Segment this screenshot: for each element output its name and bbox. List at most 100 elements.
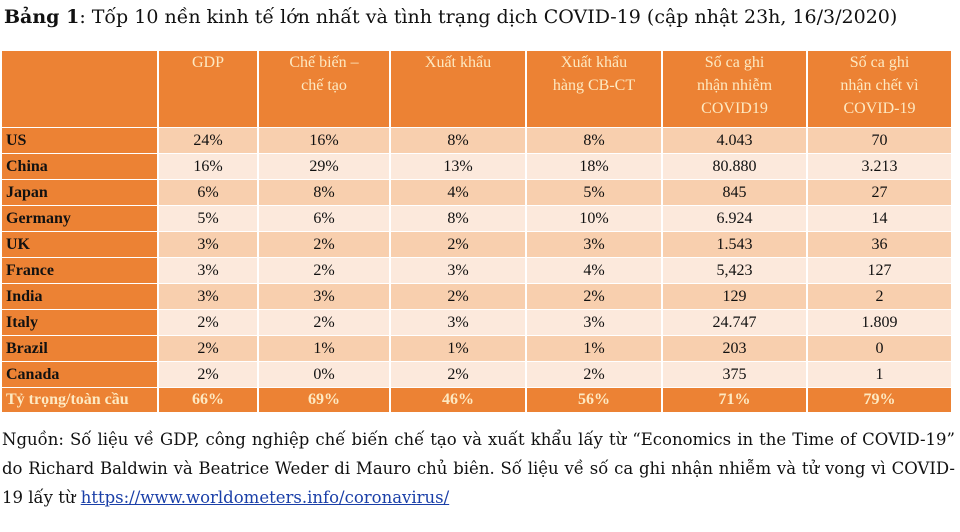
value-cell: 8% <box>258 179 391 206</box>
value-cell: 6% <box>158 179 259 206</box>
value-cell: 0 <box>807 335 953 362</box>
country-cell: Germany <box>2 205 159 232</box>
value-cell: 3% <box>526 231 663 258</box>
table-header-row: GDP Chế biến – chế tạo Xuất khẩu Xuất khẩu hà… <box>2 51 953 128</box>
value-cell: 80.880 <box>662 153 808 180</box>
table-row: Italy 2% 2% 3% 3% 24.747 1.809 <box>2 309 953 336</box>
value-cell: 16% <box>258 127 391 154</box>
value-cell: 1% <box>526 335 663 362</box>
country-cell: US <box>2 127 159 154</box>
source-text: Nguồn: Số liệu về GDP, công nghiệp chế b… <box>2 430 955 507</box>
value-cell: 3% <box>258 283 391 310</box>
total-value-cell: 56% <box>526 387 663 413</box>
value-cell: 70 <box>807 127 953 154</box>
column-header-line: nhận nhiễm <box>696 77 773 94</box>
country-cell: India <box>2 283 159 310</box>
covid-economy-table: GDP Chế biến – chế tạo Xuất khẩu Xuất khẩu hà… <box>2 51 953 413</box>
value-cell: 3.213 <box>807 153 953 180</box>
value-cell: 16% <box>158 153 259 180</box>
value-cell: 203 <box>662 335 808 362</box>
column-header-line: nhận chết vì <box>840 77 919 94</box>
total-label-cell: Tỷ trọng/toàn cầu <box>2 387 159 413</box>
value-cell: 1.809 <box>807 309 953 336</box>
value-cell: 5% <box>526 179 663 206</box>
table-row: India 3% 3% 2% 2% 129 2 <box>2 283 953 310</box>
table-caption: Bảng 1: Tốp 10 nền kinh tế lớn nhất và t… <box>4 6 897 28</box>
value-cell: 10% <box>526 205 663 232</box>
table-row: China 16% 29% 13% 18% 80.880 3.213 <box>2 153 953 180</box>
column-header-line: Số ca ghi <box>704 54 765 71</box>
total-value-cell: 79% <box>807 387 953 413</box>
column-header-line: COVID19 <box>701 100 768 117</box>
table-row: Japan 6% 8% 4% 5% 845 27 <box>2 179 953 206</box>
column-header-line: Số ca ghi <box>849 54 910 71</box>
value-cell: 27 <box>807 179 953 206</box>
column-header-line: hàng CB-CT <box>552 77 636 94</box>
value-cell: 2% <box>390 283 527 310</box>
column-header-line: COVID-19 <box>843 100 916 117</box>
value-cell: 2 <box>807 283 953 310</box>
table-row: Germany 5% 6% 8% 10% 6.924 14 <box>2 205 953 232</box>
table-row: US 24% 16% 8% 8% 4.043 70 <box>2 127 953 154</box>
value-cell: 8% <box>390 127 527 154</box>
value-cell: 1% <box>258 335 391 362</box>
value-cell: 29% <box>258 153 391 180</box>
value-cell: 375 <box>662 361 808 388</box>
table-row: France 3% 2% 3% 4% 5,423 127 <box>2 257 953 284</box>
value-cell: 3% <box>158 283 259 310</box>
value-cell: 2% <box>158 361 259 388</box>
value-cell: 0% <box>258 361 391 388</box>
column-header-line: GDP <box>191 54 224 71</box>
country-cell: Canada <box>2 361 159 388</box>
total-value-cell: 66% <box>158 387 259 413</box>
column-header: Chế biến – chế tạo <box>258 51 391 128</box>
table-row: UK 3% 2% 2% 3% 1.543 36 <box>2 231 953 258</box>
country-cell: Brazil <box>2 335 159 362</box>
value-cell: 8% <box>390 205 527 232</box>
value-cell: 5,423 <box>662 257 808 284</box>
value-cell: 2% <box>158 335 259 362</box>
value-cell: 2% <box>258 257 391 284</box>
value-cell: 3% <box>158 257 259 284</box>
table-row: Canada 2% 0% 2% 2% 375 1 <box>2 361 953 388</box>
value-cell: 4% <box>390 179 527 206</box>
column-header: Số ca ghi nhận chết vì COVID-19 <box>807 51 953 128</box>
caption-text: : Tốp 10 nền kinh tế lớn nhất và tình tr… <box>79 6 898 28</box>
column-header-line: Xuất khẩu <box>424 54 492 71</box>
column-header-line: chế tạo <box>301 77 347 94</box>
column-header: Xuất khẩu <box>390 51 527 128</box>
value-cell: 2% <box>258 309 391 336</box>
value-cell: 5% <box>158 205 259 232</box>
value-cell: 2% <box>390 361 527 388</box>
value-cell: 6% <box>258 205 391 232</box>
column-header: GDP <box>158 51 259 128</box>
country-cell: Italy <box>2 309 159 336</box>
value-cell: 1.543 <box>662 231 808 258</box>
column-header: Số ca ghi nhận nhiễm COVID19 <box>662 51 808 128</box>
value-cell: 2% <box>258 231 391 258</box>
value-cell: 845 <box>662 179 808 206</box>
caption-label: Bảng 1 <box>4 6 80 28</box>
column-header-line: Xuất khẩu <box>560 54 628 71</box>
total-value-cell: 71% <box>662 387 808 413</box>
total-value-cell: 46% <box>390 387 527 413</box>
value-cell: 4% <box>526 257 663 284</box>
value-cell: 3% <box>158 231 259 258</box>
value-cell: 2% <box>526 361 663 388</box>
column-header-line: Chế biến – <box>289 54 359 71</box>
value-cell: 1 <box>807 361 953 388</box>
value-cell: 2% <box>158 309 259 336</box>
country-cell: UK <box>2 231 159 258</box>
value-cell: 8% <box>526 127 663 154</box>
value-cell: 3% <box>390 309 527 336</box>
country-cell: France <box>2 257 159 284</box>
value-cell: 18% <box>526 153 663 180</box>
column-header: Xuất khẩu hàng CB-CT <box>526 51 663 128</box>
value-cell: 3% <box>526 309 663 336</box>
value-cell: 3% <box>390 257 527 284</box>
total-value-cell: 69% <box>258 387 391 413</box>
header-blank-cell <box>2 51 159 128</box>
source-link[interactable]: https://www.worldometers.info/coronaviru… <box>80 488 450 507</box>
table-body: US 24% 16% 8% 8% 4.043 70 China 16% 29% 13% 18% 80.8… <box>2 127 953 413</box>
total-row: Tỷ trọng/toàn cầu 66% 69% 46% 56% 71% 79% <box>2 387 953 413</box>
